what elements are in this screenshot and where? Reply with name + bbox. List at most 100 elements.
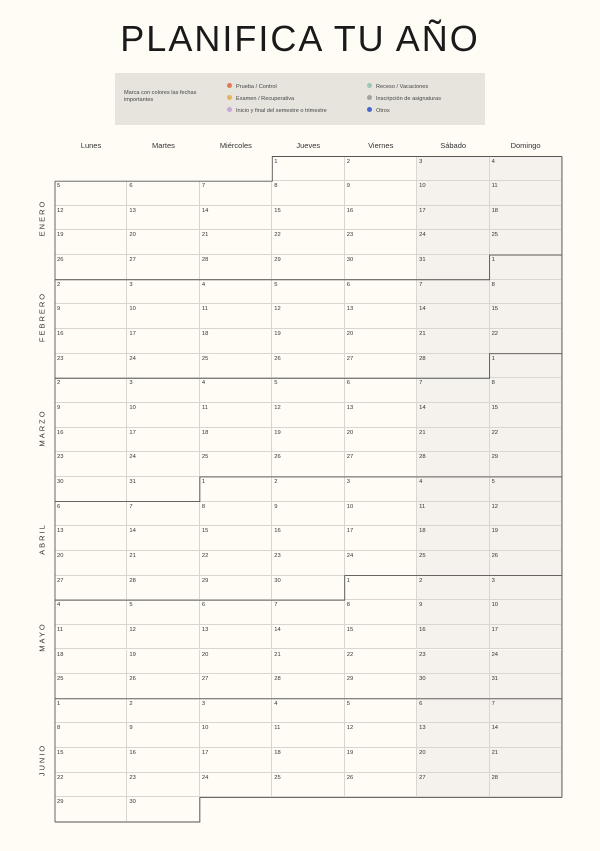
day-cell[interactable]: 30 — [272, 575, 345, 601]
day-cell[interactable]: 10 — [417, 181, 490, 206]
day-cell[interactable]: 13 — [344, 304, 418, 330]
day-cell[interactable]: 26 — [344, 772, 418, 798]
day-cell[interactable]: 12 — [127, 624, 200, 650]
day-cell[interactable]: 21 — [127, 550, 200, 576]
day-cell[interactable]: 22 — [489, 427, 562, 453]
day-cell[interactable]: 10 — [127, 304, 200, 330]
day-cell[interactable]: 17 — [417, 205, 490, 231]
day-cell[interactable]: 26 — [55, 255, 128, 280]
day-cell[interactable]: 27 — [344, 452, 418, 477]
day-cell[interactable]: 7 — [127, 501, 200, 527]
day-cell[interactable]: 8 — [272, 181, 345, 206]
day-cell[interactable]: 18 — [489, 205, 562, 231]
day-cell[interactable]: 11 — [55, 624, 128, 650]
day-cell[interactable]: 18 — [55, 649, 128, 675]
day-cell[interactable]: 9 — [55, 304, 128, 330]
day-cell[interactable]: 1 — [55, 698, 128, 724]
day-cell[interactable]: 16 — [417, 624, 490, 650]
day-cell[interactable]: 11 — [489, 181, 562, 206]
day-cell[interactable]: 19 — [489, 526, 562, 551]
day-cell[interactable]: 28 — [199, 255, 273, 280]
day-cell[interactable]: 14 — [489, 723, 562, 749]
day-cell[interactable]: 6 — [55, 501, 128, 527]
day-cell[interactable]: 31 — [127, 476, 200, 502]
day-cell[interactable]: 23 — [127, 772, 200, 798]
day-cell[interactable]: 5 — [272, 279, 345, 305]
day-cell[interactable]: 2 — [344, 156, 418, 182]
day-cell[interactable]: 20 — [55, 550, 128, 576]
day-cell[interactable]: 25 — [199, 353, 273, 379]
day-cell[interactable]: 20 — [344, 427, 418, 453]
day-cell[interactable]: 28 — [417, 353, 490, 379]
day-cell[interactable]: 5 — [272, 378, 345, 403]
day-cell[interactable]: 4 — [199, 279, 273, 305]
day-cell[interactable]: 22 — [199, 550, 273, 576]
day-cell[interactable]: 17 — [127, 427, 200, 453]
day-cell[interactable]: 23 — [417, 649, 490, 675]
day-cell[interactable]: 8 — [489, 378, 562, 403]
day-cell[interactable]: 1 — [489, 353, 562, 379]
day-cell[interactable]: 27 — [344, 353, 418, 379]
day-cell[interactable]: 5 — [489, 476, 562, 502]
day-cell[interactable]: 16 — [55, 329, 128, 354]
day-cell[interactable]: 5 — [127, 600, 200, 625]
day-cell[interactable]: 15 — [344, 624, 418, 650]
day-cell[interactable]: 15 — [55, 748, 128, 773]
day-cell[interactable]: 2 — [55, 378, 128, 403]
day-cell[interactable]: 18 — [417, 526, 490, 551]
day-cell[interactable]: 12 — [344, 723, 418, 749]
day-cell[interactable]: 31 — [489, 674, 562, 699]
day-cell[interactable]: 9 — [55, 403, 128, 428]
day-cell[interactable]: 5 — [344, 698, 418, 724]
day-cell[interactable]: 27 — [199, 674, 273, 699]
day-cell[interactable]: 17 — [127, 329, 200, 354]
day-cell[interactable]: 21 — [489, 748, 562, 773]
day-cell[interactable]: 7 — [417, 279, 490, 305]
day-cell[interactable]: 21 — [417, 427, 490, 453]
day-cell[interactable]: 14 — [199, 205, 273, 231]
day-cell[interactable]: 4 — [272, 698, 345, 724]
day-cell[interactable]: 28 — [127, 575, 200, 601]
day-cell[interactable]: 10 — [344, 501, 418, 527]
day-cell[interactable]: 9 — [344, 181, 418, 206]
day-cell[interactable]: 7 — [272, 600, 345, 625]
day-cell[interactable]: 17 — [344, 526, 418, 551]
day-cell[interactable]: 31 — [417, 255, 490, 280]
day-cell[interactable]: 23 — [344, 230, 418, 256]
day-cell[interactable]: 21 — [199, 230, 273, 256]
day-cell[interactable]: 23 — [272, 550, 345, 576]
day-cell[interactable]: 9 — [417, 600, 490, 625]
day-cell[interactable]: 2 — [272, 476, 345, 502]
day-cell[interactable]: 3 — [127, 279, 200, 305]
day-cell[interactable]: 29 — [489, 452, 562, 477]
day-cell[interactable]: 19 — [272, 329, 345, 354]
day-cell[interactable]: 24 — [417, 230, 490, 256]
day-cell[interactable]: 8 — [199, 501, 273, 527]
day-cell[interactable]: 13 — [344, 403, 418, 428]
day-cell[interactable]: 6 — [344, 279, 418, 305]
day-cell[interactable]: 21 — [272, 649, 345, 675]
day-cell[interactable]: 22 — [55, 772, 128, 798]
day-cell[interactable]: 16 — [272, 526, 345, 551]
day-cell[interactable]: 25 — [199, 452, 273, 477]
day-cell[interactable]: 22 — [344, 649, 418, 675]
day-cell[interactable]: 27 — [417, 772, 490, 798]
day-cell[interactable]: 1 — [272, 156, 345, 182]
day-cell[interactable]: 30 — [344, 255, 418, 280]
day-cell[interactable]: 17 — [199, 748, 273, 773]
day-cell[interactable]: 1 — [344, 575, 418, 601]
day-cell[interactable]: 10 — [489, 600, 562, 625]
day-cell[interactable]: 19 — [55, 230, 128, 256]
day-cell[interactable]: 12 — [55, 205, 128, 231]
day-cell[interactable]: 14 — [272, 624, 345, 650]
day-cell[interactable]: 20 — [417, 748, 490, 773]
day-cell[interactable]: 3 — [199, 698, 273, 724]
day-cell[interactable]: 28 — [489, 772, 562, 798]
day-cell[interactable]: 7 — [199, 181, 273, 206]
day-cell[interactable]: 27 — [55, 575, 128, 601]
day-cell[interactable]: 6 — [199, 600, 273, 625]
day-cell[interactable]: 25 — [55, 674, 128, 699]
day-cell[interactable]: 29 — [344, 674, 418, 699]
day-cell[interactable]: 6 — [344, 378, 418, 403]
day-cell[interactable]: 19 — [127, 649, 200, 675]
